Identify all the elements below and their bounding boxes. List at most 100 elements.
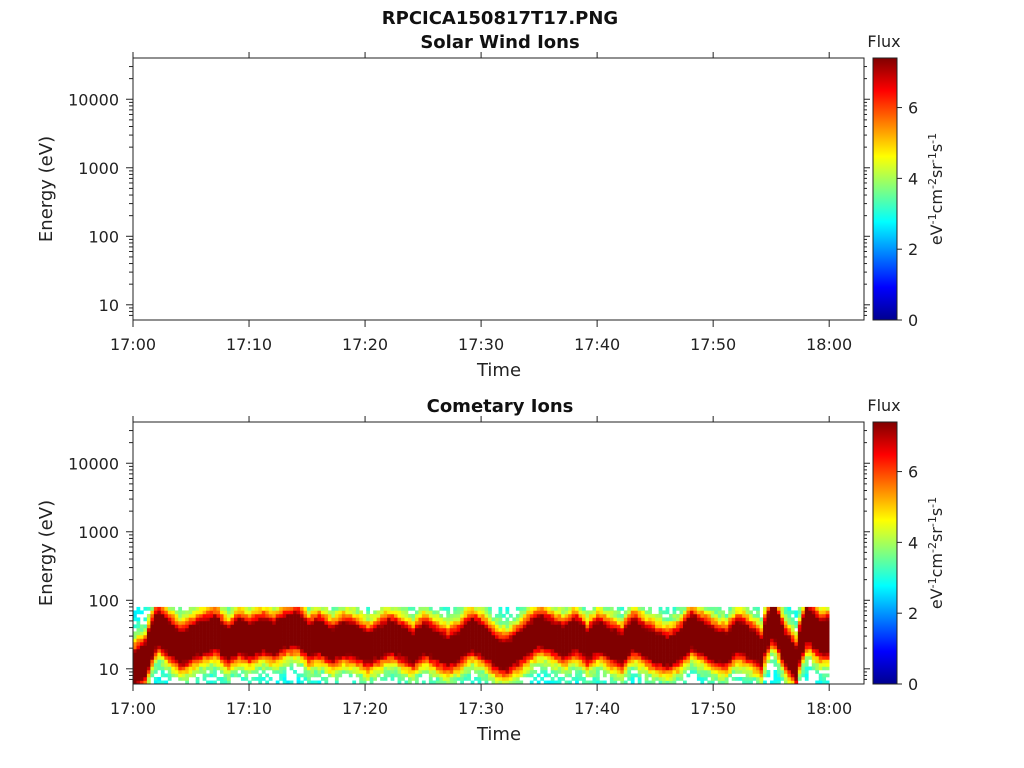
heatmap-cell bbox=[801, 631, 806, 636]
heatmap-cell bbox=[373, 645, 377, 650]
heatmap-cell bbox=[815, 652, 820, 657]
heatmap-cell bbox=[825, 617, 830, 622]
heatmap-cell bbox=[696, 669, 701, 674]
heatmap-cell bbox=[672, 641, 677, 646]
heatmap-cell bbox=[505, 606, 510, 611]
heatmap-cell bbox=[658, 641, 663, 646]
heatmap-cell bbox=[133, 613, 137, 618]
heatmap-cell bbox=[533, 676, 538, 681]
heatmap-cell bbox=[209, 648, 214, 653]
heatmap-cell bbox=[401, 676, 405, 681]
heatmap-cell bbox=[512, 638, 517, 643]
heatmap-cell bbox=[286, 634, 290, 639]
heatmap-cell bbox=[355, 669, 360, 674]
heatmap-cell bbox=[359, 631, 364, 636]
heatmap-cell bbox=[568, 634, 572, 639]
heatmap-cell bbox=[721, 610, 726, 615]
heatmap-cell bbox=[362, 613, 367, 618]
heatmap-cell bbox=[641, 638, 645, 643]
heatmap-cell bbox=[282, 673, 287, 678]
heatmap-cell bbox=[505, 648, 510, 653]
heatmap-cell bbox=[735, 634, 739, 639]
heatmap-cell bbox=[293, 659, 297, 664]
heatmap-cell bbox=[150, 645, 155, 650]
heatmap-cell bbox=[275, 610, 280, 615]
heatmap-cell bbox=[202, 606, 207, 611]
heatmap-cell bbox=[394, 631, 398, 636]
heatmap-cell bbox=[369, 676, 374, 681]
heatmap-cell bbox=[808, 655, 813, 660]
heatmap-cell bbox=[717, 662, 722, 667]
heatmap-cell bbox=[735, 613, 739, 618]
heatmap-cell bbox=[244, 624, 249, 629]
heatmap-cell bbox=[206, 627, 210, 632]
heatmap-cell bbox=[637, 631, 642, 636]
heatmap-cell bbox=[609, 641, 614, 646]
heatmap-cell bbox=[439, 620, 444, 625]
heatmap-cell bbox=[408, 634, 412, 639]
heatmap-cell bbox=[157, 680, 162, 685]
heatmap-cell bbox=[595, 662, 600, 667]
heatmap-cell bbox=[300, 680, 304, 685]
heatmap-cell bbox=[317, 655, 322, 660]
heatmap-cell bbox=[213, 648, 217, 653]
heatmap-cell bbox=[216, 666, 221, 671]
heatmap-cell bbox=[453, 613, 458, 618]
heatmap-cell bbox=[682, 655, 687, 660]
heatmap-cell bbox=[327, 673, 332, 678]
heatmap-cell bbox=[327, 659, 332, 664]
heatmap-cell bbox=[157, 627, 162, 632]
heatmap-cell bbox=[679, 666, 684, 671]
heatmap-cell bbox=[780, 631, 785, 636]
heatmap-cell bbox=[599, 680, 604, 685]
heatmap-cell bbox=[220, 638, 224, 643]
heatmap-cell bbox=[432, 648, 437, 653]
heatmap-cell bbox=[467, 648, 471, 653]
heatmap-cell bbox=[710, 673, 715, 678]
heatmap-cell bbox=[773, 645, 778, 650]
heatmap-cell bbox=[606, 662, 611, 667]
heatmap-cell bbox=[359, 648, 364, 653]
heatmap-cell bbox=[564, 680, 569, 685]
heatmap-cell bbox=[324, 662, 329, 667]
heatmap-cell bbox=[442, 669, 447, 674]
heatmap-cell bbox=[139, 631, 144, 636]
heatmap-cell bbox=[554, 617, 558, 622]
heatmap-cell bbox=[686, 624, 691, 629]
heatmap-cell bbox=[693, 641, 698, 646]
heatmap-cell bbox=[825, 659, 830, 664]
heatmap-cell bbox=[160, 669, 165, 674]
heatmap-cell bbox=[756, 634, 760, 639]
heatmap-cell bbox=[327, 645, 332, 650]
heatmap-cell bbox=[355, 666, 360, 671]
heatmap-cell bbox=[759, 652, 764, 657]
heatmap-cell bbox=[341, 645, 346, 650]
heatmap-cell bbox=[216, 627, 221, 632]
heatmap-cell bbox=[247, 620, 252, 625]
heatmap-cell bbox=[665, 627, 670, 632]
heatmap-cell bbox=[606, 645, 611, 650]
heatmap-cell bbox=[790, 662, 795, 667]
heatmap-cell bbox=[240, 620, 245, 625]
heatmap-cell bbox=[223, 662, 228, 667]
heatmap-cell bbox=[641, 613, 645, 618]
heatmap-cell bbox=[595, 680, 600, 685]
heatmap-cell bbox=[745, 669, 750, 674]
heatmap-cell bbox=[526, 655, 531, 660]
heatmap-cell bbox=[703, 641, 708, 646]
heatmap-cell bbox=[811, 645, 816, 650]
heatmap-cell bbox=[355, 659, 360, 664]
heatmap-cell bbox=[209, 659, 214, 664]
heatmap-cell bbox=[355, 673, 360, 678]
heatmap-cell bbox=[557, 627, 562, 632]
heatmap-cell bbox=[136, 610, 141, 615]
heatmap-cell bbox=[745, 676, 750, 681]
heatmap-cell bbox=[143, 669, 148, 674]
heatmap-cell bbox=[515, 627, 520, 632]
heatmap-cell bbox=[439, 662, 444, 667]
heatmap-cell bbox=[648, 634, 652, 639]
heatmap-cell bbox=[707, 606, 712, 611]
heatmap-cell bbox=[686, 652, 691, 657]
heatmap-cell bbox=[209, 645, 214, 650]
heatmap-cell bbox=[568, 666, 572, 671]
